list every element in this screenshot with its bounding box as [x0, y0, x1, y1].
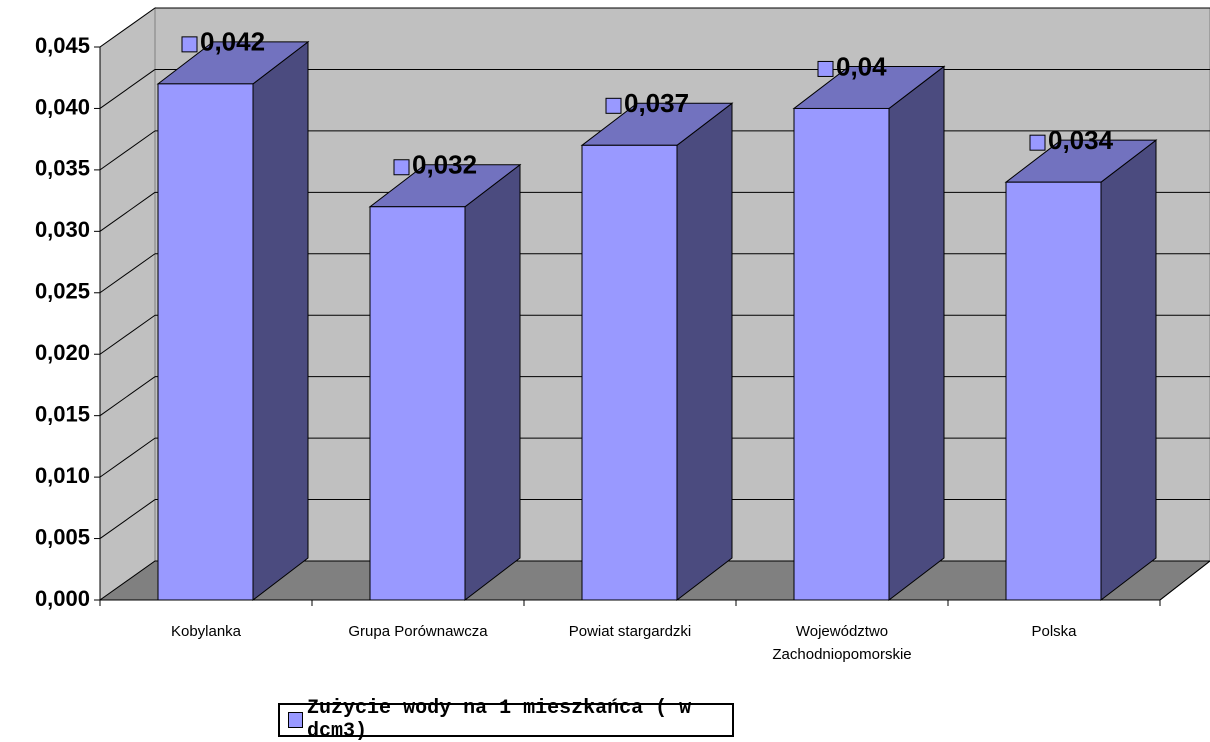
value-label: 0,034 — [1048, 125, 1114, 155]
value-label: 0,032 — [412, 150, 477, 180]
grid-line — [99, 314, 156, 355]
y-tick-label: 0,020 — [35, 340, 90, 365]
value-marker — [605, 97, 622, 114]
x-tick-label: Grupa Porównawcza — [348, 623, 488, 640]
bar — [581, 144, 678, 601]
value-label: 0,04 — [836, 51, 887, 81]
value-label: 0,037 — [624, 88, 689, 118]
bar-side — [676, 102, 733, 602]
y-tick-label: 0,035 — [35, 156, 90, 181]
bar — [793, 107, 890, 601]
bar-side — [464, 163, 521, 602]
y-tick-label: 0,010 — [35, 463, 90, 488]
bar — [369, 206, 466, 601]
side-wall — [99, 7, 156, 601]
grid-line — [99, 191, 156, 232]
grid-line — [99, 130, 156, 171]
y-tick-label: 0,045 — [35, 33, 90, 58]
grid-line — [99, 253, 156, 294]
y-tick-label: 0,030 — [35, 217, 90, 242]
grid-line — [99, 7, 156, 48]
legend-swatch — [288, 712, 304, 728]
y-tick-label: 0,005 — [35, 524, 90, 549]
grid-line — [99, 376, 156, 417]
y-tick-label: 0,040 — [35, 94, 90, 119]
bar — [157, 83, 254, 601]
y-tick-label: 0,000 — [35, 586, 90, 611]
grid-line — [99, 69, 156, 109]
x-tick-label: Powiat stargardzki — [568, 623, 692, 640]
x-tick-label: Województwo Zachodniopomorskie — [772, 623, 912, 663]
bar — [1005, 181, 1102, 601]
value-marker — [181, 36, 198, 53]
y-tick-label: 0,015 — [35, 401, 90, 426]
x-tick-label: Polska — [1031, 623, 1077, 640]
floor-edge — [1159, 560, 1210, 601]
bar-side — [1100, 139, 1157, 602]
y-tick-label: 0,025 — [35, 279, 90, 304]
legend: Zużycie wody na 1 mieszkańca ( w dcm3) — [278, 697, 734, 742]
legend-label: Zużycie wody na 1 mieszkańca ( w dcm3) — [307, 697, 692, 742]
grid-line — [99, 437, 156, 478]
bar-side — [252, 40, 309, 602]
value-marker — [817, 60, 834, 77]
x-tick-label: Kobylanka — [170, 623, 242, 640]
value-marker — [1029, 134, 1046, 151]
bar-side — [888, 65, 945, 602]
value-label: 0,042 — [200, 27, 265, 57]
grid-line — [99, 499, 156, 539]
value-marker — [393, 159, 410, 176]
